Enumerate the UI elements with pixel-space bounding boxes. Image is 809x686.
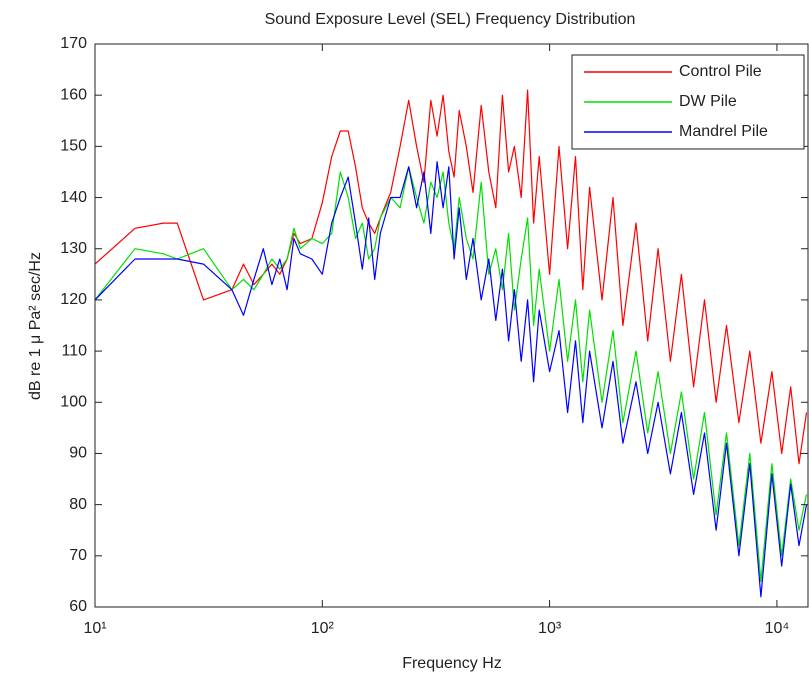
y-tick-label: 80 [69,496,87,513]
chart-title: Sound Exposure Level (SEL) Frequency Dis… [265,11,636,28]
x-tick-label: 10² [311,620,335,637]
x-tick-label: 10⁴ [765,620,790,637]
y-tick-label: 150 [60,138,87,155]
plot-frame [94,43,809,608]
series-line [95,89,808,465]
y-tick-label: 60 [69,598,87,615]
y-axis-label: dB re 1 μ Pa² sec/Hz [27,252,44,400]
y-tick-label: 120 [60,291,87,308]
y-tick-label: 160 [60,86,87,103]
x-tick-label: 10¹ [83,620,106,637]
y-tick-label: 140 [60,189,87,206]
y-tick-label: 110 [61,342,87,359]
y-tick-label: 70 [69,547,87,564]
y-tick-label: 130 [60,240,87,257]
plot-lines [95,89,808,598]
x-tick-label: 10³ [538,620,562,637]
legend-label: Control Pile [679,63,762,80]
y-tick-label: 170 [60,35,87,52]
series-line [95,166,808,582]
y-tick-label: 90 [69,445,87,462]
series-line [95,161,808,598]
y-tick-label: 100 [60,393,87,410]
legend-label: DW Pile [679,93,737,110]
legend-label: Mandrel Pile [679,123,768,140]
x-axis-label: Frequency Hz [402,655,502,672]
